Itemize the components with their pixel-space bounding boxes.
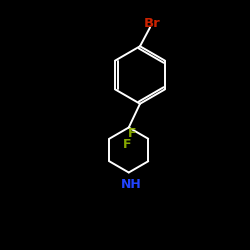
Text: F: F xyxy=(123,138,132,151)
Text: F: F xyxy=(128,127,136,140)
Text: Br: Br xyxy=(144,16,161,30)
Text: NH: NH xyxy=(121,178,142,191)
